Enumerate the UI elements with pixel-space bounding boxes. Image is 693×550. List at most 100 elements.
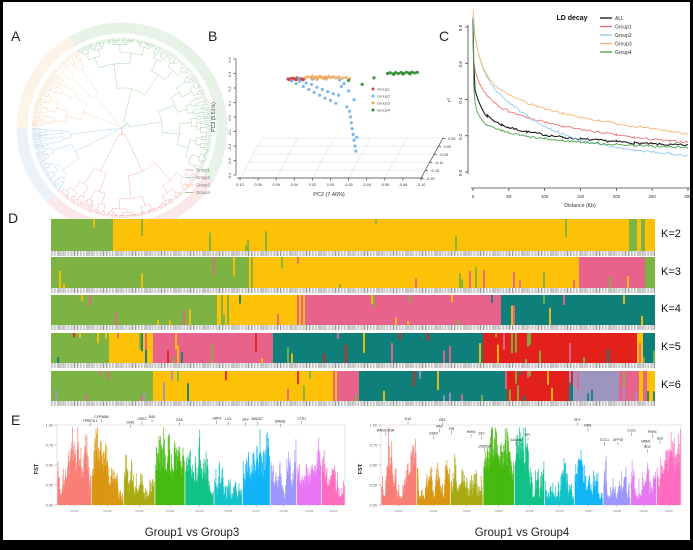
svg-text:D10: D10 <box>478 432 484 436</box>
svg-text:D14: D14 <box>405 417 411 421</box>
svg-text:50: 50 <box>506 194 512 199</box>
admixture-bar-K=3 <box>51 257 656 288</box>
svg-text:0.0: 0.0 <box>458 169 463 176</box>
svg-text:RE1: RE1 <box>439 418 446 422</box>
svg-text:Chr07: Chr07 <box>585 509 594 513</box>
svg-text:GRF3: GRF3 <box>212 416 221 420</box>
svg-text:GSK2: GSK2 <box>429 432 438 436</box>
svg-text:FIB: FIB <box>449 427 455 431</box>
svg-text:FST: FST <box>34 463 40 474</box>
svg-text:USDKy4: USDKy4 <box>478 444 491 448</box>
svg-text:Chr03: Chr03 <box>135 509 144 513</box>
svg-text:-0.1: -0.1 <box>228 129 232 136</box>
svg-text:0.75: 0.75 <box>46 443 53 447</box>
sample-name-strip <box>51 251 655 256</box>
svg-text:0.04: 0.04 <box>291 183 298 187</box>
fst-plot-group1-vs-group4: 1.00 0.75 0.50 0.25 0.00 FST Chr01 Chr02 Chr03 Ch… <box>358 417 682 513</box>
svg-text:NRM1: NRM1 <box>641 440 651 444</box>
svg-text:GL6: GL6 <box>657 436 663 440</box>
fst-right-title: Group1 vs Group4 <box>474 527 570 539</box>
svg-text:-0.04: -0.04 <box>362 183 371 187</box>
k-value-label: K=2 <box>661 228 681 240</box>
svg-text:Chr09: Chr09 <box>639 509 648 513</box>
svg-text:0.1: 0.1 <box>228 101 232 106</box>
admixture-bar-K=6 <box>51 371 656 401</box>
svg-text:0.8: 0.8 <box>458 24 463 31</box>
svg-text:MADS7: MADS7 <box>251 417 263 421</box>
svg-text:Group4: Group4 <box>377 108 391 113</box>
svg-text:RFL: RFL <box>525 433 531 437</box>
ld-decay-line-chart: 0.0 0.2 0.4 0.6 0.8 r² 0 50 100 150 200 250 300 Dista… <box>447 8 692 209</box>
k-value-label: K=3 <box>661 265 681 278</box>
svg-text:0.25: 0.25 <box>46 483 53 487</box>
svg-text:-0.4: -0.4 <box>228 173 232 180</box>
svg-text:Group1: Group1 <box>377 87 390 92</box>
svg-text:PC2 (7.46%): PC2 (7.46%) <box>313 192 345 198</box>
svg-text:Chr01: Chr01 <box>70 509 79 513</box>
svg-text:0.05: 0.05 <box>448 137 455 141</box>
svg-text:0.50: 0.50 <box>370 463 377 467</box>
svg-text:Chr07: Chr07 <box>252 509 261 513</box>
svg-text:Group4: Group4 <box>615 50 632 56</box>
svg-text:0.25: 0.25 <box>370 483 377 487</box>
svg-text:CYP96B4: CYP96B4 <box>94 415 109 419</box>
svg-text:-0.10: -0.10 <box>435 161 444 165</box>
svg-text:150: 150 <box>577 194 585 199</box>
svg-text:LD decay: LD decay <box>556 15 587 22</box>
svg-text:250: 250 <box>648 194 656 199</box>
svg-text:0.02: 0.02 <box>309 183 316 187</box>
svg-text:-0.15: -0.15 <box>430 169 439 173</box>
svg-text:Group2: Group2 <box>377 94 390 99</box>
panel-e-label: E <box>11 412 21 428</box>
svg-text:Distance (Kb): Distance (Kb) <box>564 203 596 209</box>
sample-name-strip <box>51 401 655 406</box>
admixture-bar-K=5 <box>51 333 656 363</box>
svg-text:0.6: 0.6 <box>458 61 463 68</box>
fst-left-title: Group1 vs Group3 <box>144 527 240 539</box>
svg-text:1.00: 1.00 <box>370 423 377 427</box>
k-value-label: K=6 <box>661 379 681 391</box>
svg-text:MADS14/34: MADS14/34 <box>377 428 395 432</box>
svg-text:r²: r² <box>447 98 453 102</box>
svg-text:-0.10: -0.10 <box>417 183 426 187</box>
pca-3d-scatter-plot: 0.4 0.3 0.2 0.1 0.0 -0.1 -0.2 -0.3 -0.4 PC3 (5.51… <box>211 57 455 198</box>
svg-text:0: 0 <box>472 194 475 199</box>
svg-text:Group2: Group2 <box>615 33 632 39</box>
svg-text:Chr08: Chr08 <box>613 509 622 513</box>
svg-text:0.00: 0.00 <box>46 503 53 507</box>
svg-text:SPY: SPY <box>574 418 581 422</box>
svg-text:-0.20: -0.20 <box>426 177 435 181</box>
svg-text:Group1: Group1 <box>196 167 211 172</box>
sample-name-strip <box>51 363 655 368</box>
svg-text:DW1: DW1 <box>584 424 591 428</box>
svg-text:PNH1: PNH1 <box>648 430 657 434</box>
svg-text:-0.08: -0.08 <box>399 183 408 187</box>
sample-name-strip <box>51 288 655 293</box>
svg-text:CLG1: CLG1 <box>627 428 636 432</box>
svg-text:1.00: 1.00 <box>46 423 53 427</box>
svg-text:Group3: Group3 <box>196 182 211 187</box>
svg-text:G9b1: G9b1 <box>126 420 134 424</box>
svg-text:Chr09: Chr09 <box>305 509 314 513</box>
circular-phylogenetic-tree: Group1 Group2 Group3 Group4 <box>16 22 228 234</box>
svg-text:0.75: 0.75 <box>370 443 377 447</box>
svg-text:0.2: 0.2 <box>458 133 463 140</box>
svg-text:TPR075.1: TPR075.1 <box>83 419 98 423</box>
k-value-label: K=5 <box>661 341 681 353</box>
svg-text:0.00: 0.00 <box>444 145 451 149</box>
sample-name-strip <box>51 325 655 330</box>
svg-text:FST: FST <box>358 463 364 474</box>
svg-text:RA2: RA2 <box>149 415 156 419</box>
svg-text:-0.3: -0.3 <box>228 158 232 165</box>
svg-text:0.06: 0.06 <box>273 183 280 187</box>
panel-c-label: C <box>439 28 450 44</box>
svg-text:Chr06: Chr06 <box>224 509 233 513</box>
svg-text:D18: D18 <box>176 418 182 422</box>
svg-text:Chr06: Chr06 <box>555 509 564 513</box>
svg-text:Chr02: Chr02 <box>429 509 438 513</box>
svg-text:Chr10: Chr10 <box>665 509 674 513</box>
svg-text:-0.2: -0.2 <box>228 144 232 151</box>
panel-b-label: B <box>208 28 218 44</box>
svg-text:0.00: 0.00 <box>327 183 334 187</box>
svg-text:SPY: SPY <box>242 418 249 422</box>
